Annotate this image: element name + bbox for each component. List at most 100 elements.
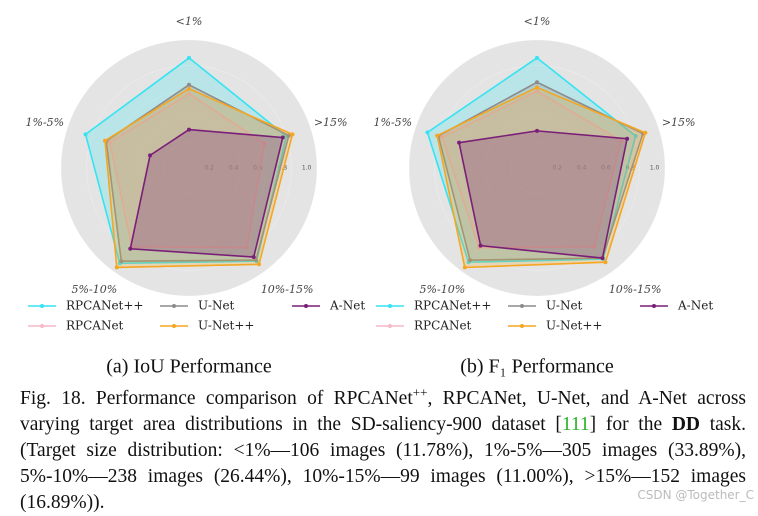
grid-circle [60, 39, 318, 297]
radar-background [61, 40, 317, 296]
legend-marker [40, 304, 44, 308]
data-point [625, 136, 630, 141]
legend-label: RPCANet++ [414, 299, 492, 313]
data-point [457, 140, 462, 145]
data-point [535, 85, 539, 90]
series-area [458, 130, 629, 259]
legend-label: A-Net [329, 299, 365, 313]
r-tick-label: 0.4 [577, 165, 587, 172]
r-tick-label: 0.8 [626, 165, 636, 172]
data-point [425, 130, 430, 135]
category-label: 1%-5% [374, 116, 413, 129]
legend-label: U-Net++ [198, 319, 255, 333]
legend-marker [388, 304, 392, 308]
category-label: 10%-15% [609, 283, 662, 296]
legend-label: U-Net [198, 299, 235, 313]
figure: 0.2 0.4 0.6 0.8 1.0 <1% >15% 10%-15% 5%-10% 1%-5%… [26, 15, 714, 378]
data-point [462, 265, 467, 270]
grid-circle [511, 142, 563, 194]
category-label: <1% [176, 15, 203, 28]
data-point [256, 262, 261, 267]
grid-circle [434, 65, 640, 271]
legend-label: RPCANet [414, 319, 472, 333]
series-area [104, 87, 294, 269]
legend-label: A-Net [677, 299, 713, 313]
data-point [535, 128, 539, 133]
data-point [535, 80, 539, 85]
category-label: 5%-10% [420, 283, 466, 296]
legend-marker [520, 324, 524, 328]
legend-marker [172, 324, 176, 328]
legend-marker [652, 304, 656, 308]
series-area [436, 86, 647, 269]
data-point [107, 140, 112, 145]
r-tick-label: 0.6 [253, 165, 263, 172]
category-label: 1%-5% [26, 116, 65, 129]
subtitle: (a) IoU Performance [106, 356, 272, 378]
data-point [83, 132, 88, 137]
data-point [114, 265, 119, 270]
data-point [440, 135, 445, 140]
data-point [478, 243, 483, 248]
legend-marker [40, 324, 44, 328]
caption-text: , RPCANet, U-Net, and A-Net across varyi… [20, 388, 746, 435]
data-point [592, 244, 597, 249]
grid-circle [163, 142, 215, 194]
data-point [535, 55, 539, 60]
r-tick-label: 1.0 [302, 165, 312, 172]
caption: Fig. 18. Performance comparison of RPCAN… [20, 386, 746, 516]
data-point [187, 55, 191, 60]
caption-text: for the [596, 414, 672, 435]
data-point [187, 91, 191, 96]
data-point [633, 133, 638, 138]
legend-label: RPCANet [66, 319, 124, 333]
category-label: <1% [524, 15, 551, 28]
data-point [119, 259, 124, 264]
data-point [468, 258, 473, 263]
caption-text: [ [555, 414, 562, 435]
caption-bold: DD [671, 414, 701, 435]
r-tick-label: 0.6 [601, 165, 611, 172]
caption-superscript: ++ [412, 384, 428, 400]
category-label: 10%-15% [261, 283, 314, 296]
grid-circle [408, 39, 666, 297]
data-point [643, 130, 648, 135]
subtitle: (b) F₁ Performance [460, 356, 614, 378]
series-area [441, 90, 622, 249]
legend-label: U-Net++ [546, 319, 603, 333]
legend-marker [520, 304, 524, 308]
data-point [290, 132, 295, 137]
caption-text: Fig. 18. Performance comparison of RPCAN… [20, 388, 413, 409]
grid-circle [111, 90, 267, 246]
data-point [187, 86, 191, 91]
data-point [600, 256, 605, 261]
data-point [244, 245, 249, 250]
legend-marker [172, 304, 176, 308]
data-point [251, 255, 256, 260]
data-point [603, 260, 608, 265]
data-point [103, 138, 108, 143]
data-point [286, 133, 291, 138]
r-tick-label: 0.2 [205, 165, 215, 172]
category-label: >15% [314, 116, 348, 129]
data-point [187, 82, 191, 87]
series-area [129, 128, 284, 258]
grid-circle [86, 65, 292, 271]
data-point [435, 133, 440, 138]
data-point [148, 153, 153, 158]
data-point [535, 89, 539, 94]
caption-text: task. (Target size distribution: <1%—106… [20, 414, 747, 513]
data-point [618, 138, 623, 143]
legend-marker [304, 304, 308, 308]
category-label: >15% [662, 116, 696, 129]
r-tick-label: 0.8 [278, 165, 288, 172]
data-point [280, 135, 285, 140]
data-point [187, 127, 191, 132]
r-tick-label: 0.2 [553, 165, 563, 172]
data-point [253, 258, 258, 263]
citation[interactable]: 111 [561, 414, 590, 435]
caption-text: ] [589, 414, 597, 435]
legend-label: U-Net [546, 299, 583, 313]
data-point [262, 141, 267, 146]
